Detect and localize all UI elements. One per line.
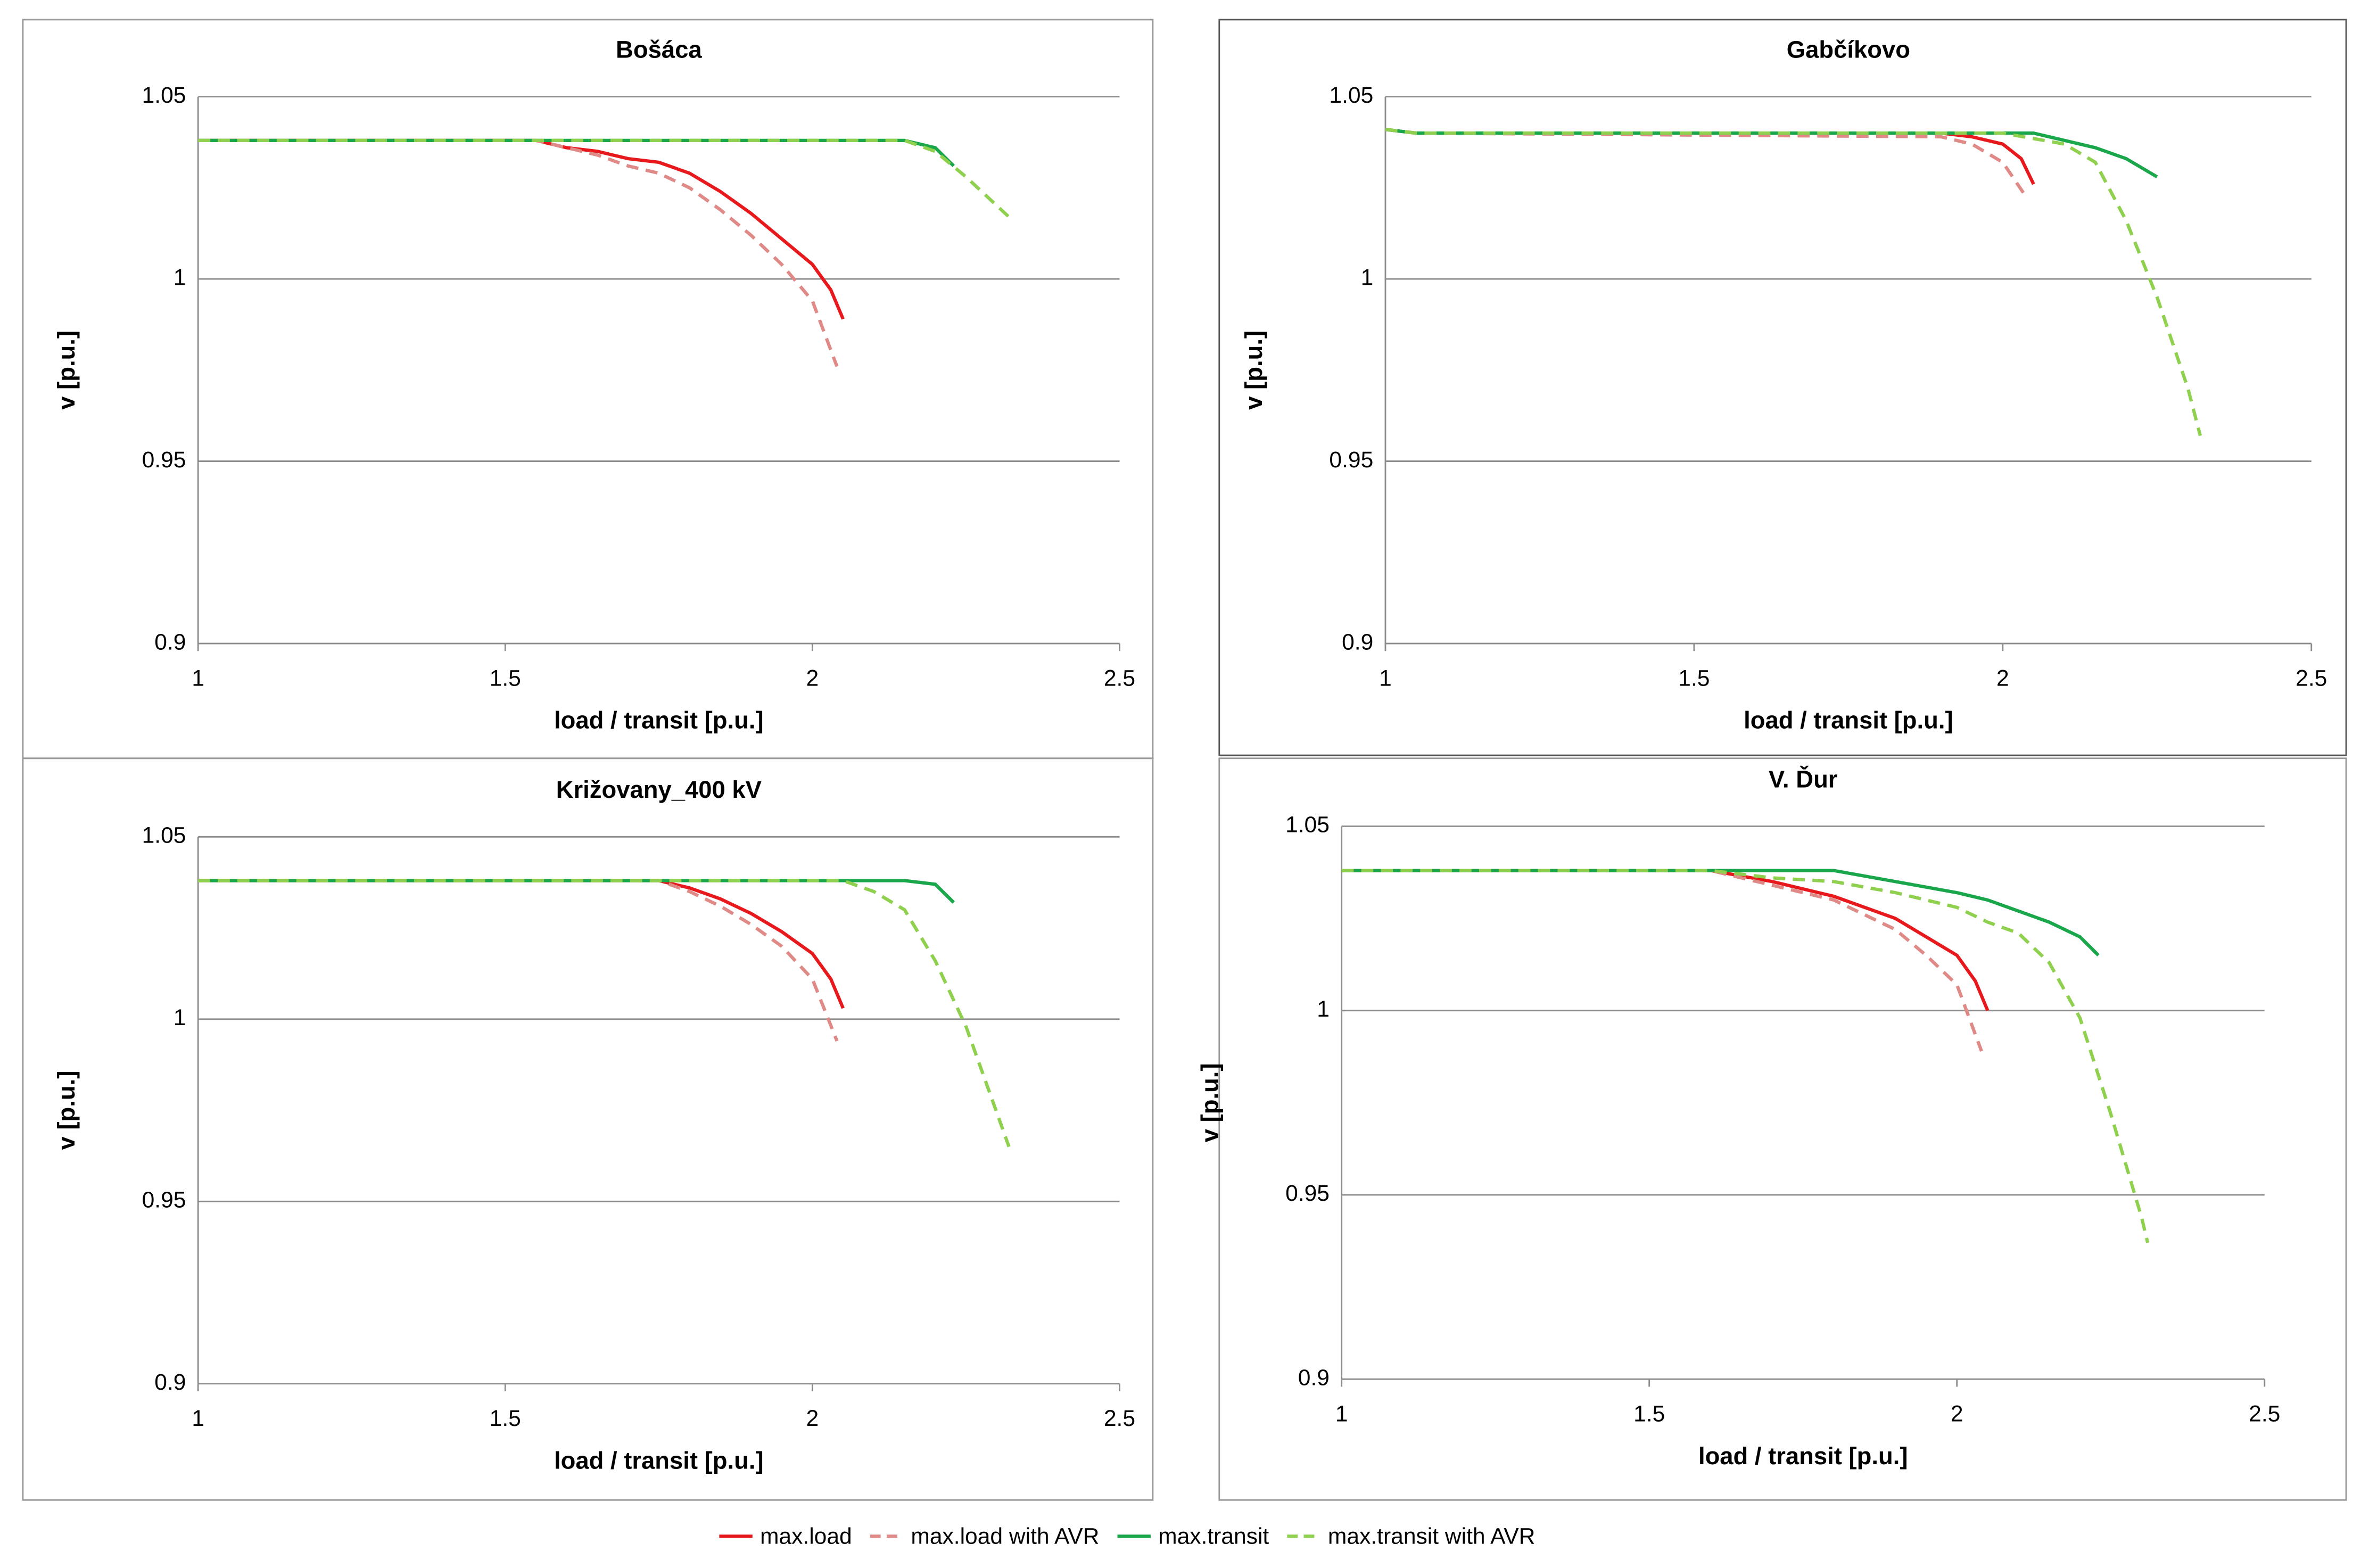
y-tick-label: 1: [174, 265, 186, 290]
x-tick-label: 1.5: [490, 1406, 521, 1431]
series-line: [198, 879, 845, 1009]
series-line: [198, 879, 839, 1042]
chart-title: V. Ďur: [1769, 765, 1838, 793]
x-tick-label: 2.5: [2249, 1401, 2280, 1427]
y-tick-label: 0.95: [1285, 1181, 1330, 1206]
series-line: [198, 138, 955, 167]
x-tick-label: 2.5: [1104, 1406, 1135, 1431]
series-line: [1385, 128, 2202, 436]
legend-label: max.load: [760, 1523, 852, 1549]
x-tick-label: 1: [1379, 665, 1392, 691]
panel-frame: [22, 757, 1154, 1501]
y-tick-label: 1.05: [142, 82, 186, 108]
series-line: [198, 138, 839, 367]
y-tick-label: 0.9: [154, 1369, 186, 1395]
series-line: [198, 138, 845, 320]
panel-frame: [1218, 19, 2347, 756]
panel-frame: [1218, 757, 2347, 1501]
x-tick-label: 1.5: [1633, 1401, 1665, 1427]
y-axis-label: v [p.u.]: [1240, 331, 1267, 410]
legend-label: max.transit: [1158, 1523, 1269, 1549]
x-tick-label: 1: [192, 1406, 204, 1431]
legend-label: max.transit with AVR: [1328, 1523, 1535, 1549]
y-tick-label: 0.9: [154, 629, 186, 655]
legend-label: max.load with AVR: [911, 1523, 1099, 1549]
chart-title: Gabčíkovo: [1787, 36, 1910, 63]
x-axis-label: load / transit [p.u.]: [554, 707, 764, 734]
x-axis-label: load / transit [p.u.]: [1744, 707, 1953, 734]
x-tick-label: 2: [806, 1406, 819, 1431]
y-tick-label: 0.95: [142, 1187, 186, 1213]
x-tick-label: 2.5: [1104, 665, 1135, 691]
x-tick-label: 1.5: [1678, 665, 1710, 691]
series-line: [198, 879, 1011, 1148]
x-tick-label: 2: [806, 665, 819, 691]
series-line: [1341, 869, 1990, 1011]
chart-title: Bošáca: [616, 36, 702, 63]
y-tick-label: 0.9: [1342, 629, 1373, 655]
x-tick-label: 2: [1951, 1401, 1963, 1427]
chart-title: Križovany_400 kV: [556, 776, 762, 803]
x-tick-label: 1: [1335, 1401, 1348, 1427]
y-axis-label: v [p.u.]: [53, 1071, 80, 1150]
y-tick-label: 1: [1317, 996, 1330, 1022]
y-axis-label: v [p.u.]: [53, 331, 80, 410]
x-axis-label: load / transit [p.u.]: [554, 1447, 764, 1474]
y-tick-label: 1: [1361, 265, 1374, 290]
x-tick-label: 1: [192, 665, 204, 691]
y-tick-label: 1.05: [1285, 812, 1330, 838]
y-tick-label: 1.05: [142, 823, 186, 848]
y-tick-label: 1: [174, 1005, 186, 1030]
y-tick-label: 0.9: [1298, 1365, 1330, 1390]
series-line: [1341, 869, 2150, 1243]
x-axis-label: load / transit [p.u.]: [1698, 1442, 1908, 1470]
x-tick-label: 1.5: [490, 665, 521, 691]
series-line: [198, 879, 955, 904]
y-tick-label: 0.95: [142, 447, 186, 473]
series-line: [1341, 869, 2100, 957]
x-tick-label: 2: [1996, 665, 2009, 691]
y-tick-label: 0.95: [1329, 447, 1373, 473]
y-axis-label: v [p.u.]: [1196, 1063, 1224, 1142]
x-tick-label: 2.5: [2296, 665, 2327, 691]
y-tick-label: 1.05: [1329, 82, 1373, 108]
